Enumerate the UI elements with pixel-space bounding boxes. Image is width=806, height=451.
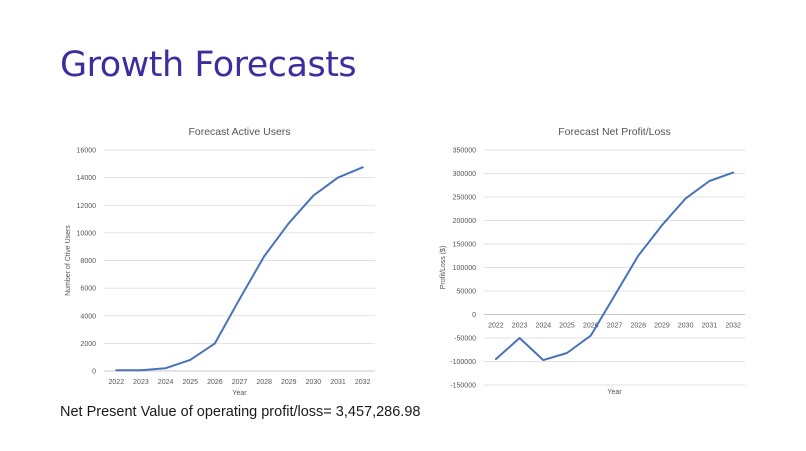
npv-text: Net Present Value of operating profit/lo… [60,404,421,420]
slide-title: Growth Forecasts [60,45,357,85]
x-tick-label: 2031 [330,379,346,386]
y-tick-label: 0 [472,312,476,319]
chart-title: Forecast Net Profit/Loss [558,126,671,138]
x-tick-label: 2030 [306,379,322,386]
active-users-chart: Forecast Active Users 0 2000 4000 6000 8000 10… [65,126,375,397]
x-tick-label: 2029 [654,323,670,330]
y-tick-label: 2000 [80,341,96,348]
y-tick-label: 50000 [457,289,477,296]
y-tick-label: 100000 [453,265,476,272]
x-tick-label: 2025 [559,323,575,330]
x-tick-label: 2032 [355,379,371,386]
series-line [494,171,735,362]
x-tick-label: 2023 [512,323,528,330]
y-axis-title: Profit/Loss ($) [440,246,447,290]
y-tick-label: 200000 [453,218,476,225]
x-tick-label: 2031 [702,323,718,330]
y-tick-label: 14000 [77,175,97,182]
y-tick-label: 300000 [453,171,476,178]
x-tick-label: 2027 [232,379,248,386]
x-tick-label: 2024 [536,323,552,330]
x-tick-label: 2025 [182,379,198,386]
y-axis-title: Number of Ctive Users [65,225,72,296]
x-tick-label: 2030 [678,323,694,330]
x-tick-label: 2029 [281,379,297,386]
x-tick-label: 2028 [256,379,272,386]
x-tick-label: 2026 [583,323,599,330]
y-tick-label: 6000 [80,286,96,293]
x-tick-label: 2027 [607,323,623,330]
x-tick-label: 2032 [725,323,741,330]
x-axis-title: Year [232,390,247,397]
x-tick-label: 2028 [630,323,646,330]
y-tick-label: 150000 [453,242,476,249]
x-tick-label: 2022 [488,323,504,330]
profit-loss-chart: Forecast Net Profit/Loss -150000 -100000 -5… [440,126,745,396]
y-tick-label: -150000 [450,383,476,390]
x-tick-label: 2026 [207,379,223,386]
x-axis-title: Year [607,389,622,396]
y-tick-label: 250000 [453,195,476,202]
y-tick-label: -100000 [450,359,476,366]
y-tick-label: 12000 [77,203,97,210]
x-tick-label: 2023 [133,379,149,386]
y-tick-label: 16000 [77,148,97,155]
x-tick-label: 2022 [109,379,125,386]
y-tick-label: 350000 [453,148,476,155]
y-tick-label: 4000 [80,313,96,320]
y-tick-label: 0 [92,369,96,376]
y-tick-label: -50000 [454,336,476,343]
y-tick-label: 8000 [80,258,96,265]
y-tick-label: 10000 [77,230,97,237]
series-line [115,166,364,372]
x-tick-label: 2024 [158,379,174,386]
chart-title: Forecast Active Users [188,126,290,138]
